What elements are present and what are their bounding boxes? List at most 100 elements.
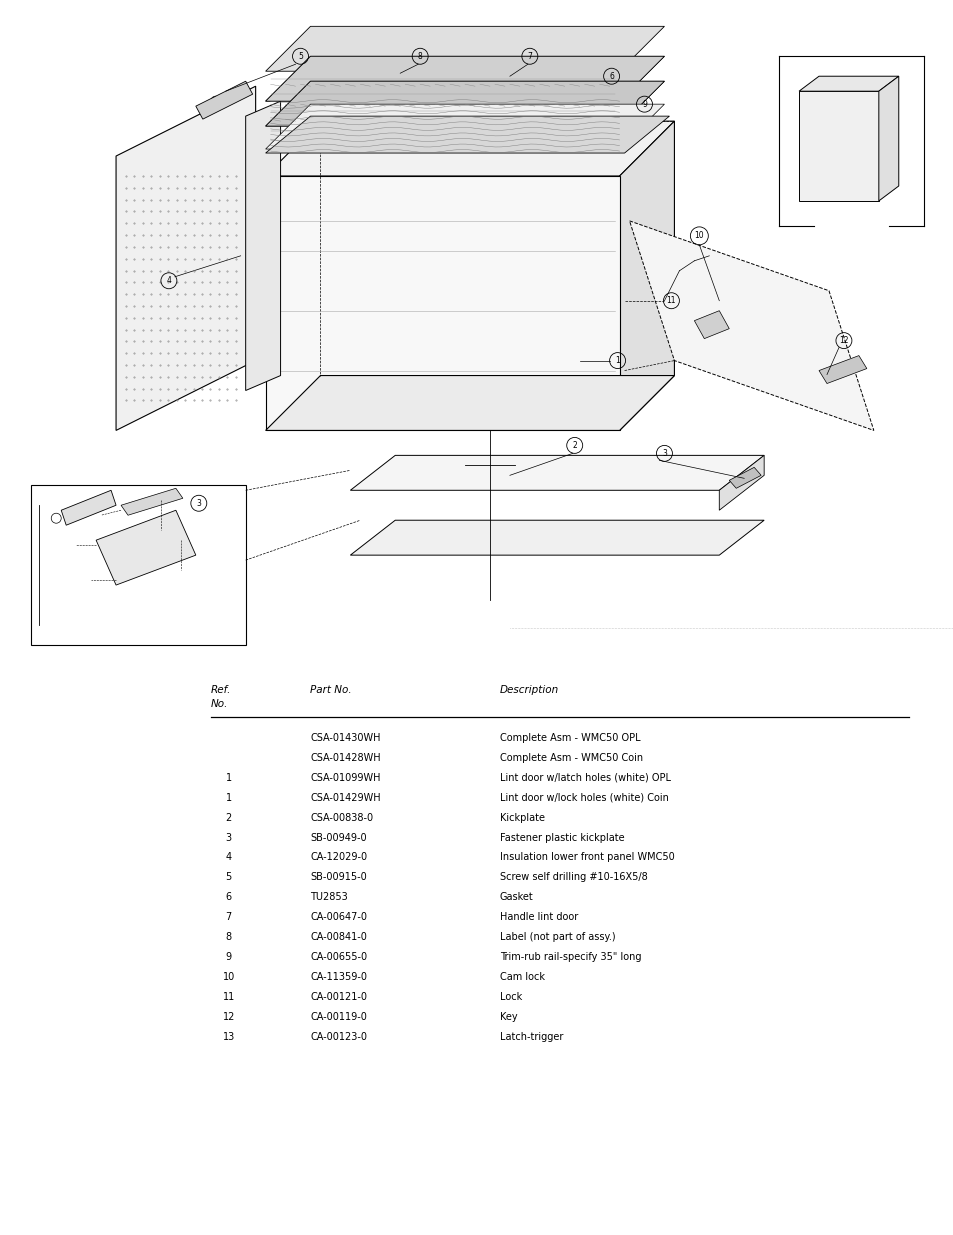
Text: Label (not part of assy.): Label (not part of assy.) <box>499 932 615 942</box>
Text: 6: 6 <box>609 72 614 80</box>
Polygon shape <box>878 77 898 201</box>
Circle shape <box>813 126 863 177</box>
Polygon shape <box>265 26 663 72</box>
Circle shape <box>704 306 733 335</box>
Polygon shape <box>350 520 763 556</box>
Text: CA-11359-0: CA-11359-0 <box>310 972 367 982</box>
Polygon shape <box>265 82 663 126</box>
Text: 3: 3 <box>196 499 201 508</box>
Text: 3: 3 <box>661 448 666 458</box>
Polygon shape <box>265 82 663 126</box>
Text: 8: 8 <box>417 52 422 61</box>
Text: CSA-01099WH: CSA-01099WH <box>310 773 380 783</box>
Text: 10: 10 <box>222 972 234 982</box>
Text: 4: 4 <box>166 277 172 285</box>
Polygon shape <box>265 121 674 177</box>
Circle shape <box>814 368 826 380</box>
Polygon shape <box>195 82 253 119</box>
Text: 11: 11 <box>666 296 676 305</box>
Text: 2: 2 <box>572 441 577 450</box>
Circle shape <box>829 142 847 161</box>
Text: Part No.: Part No. <box>310 685 352 695</box>
Circle shape <box>690 257 698 264</box>
Text: Latch-trigger: Latch-trigger <box>499 1032 562 1042</box>
Text: 8: 8 <box>226 932 232 942</box>
Text: Cam lock: Cam lock <box>499 972 544 982</box>
Polygon shape <box>265 177 618 431</box>
Text: CSA-01430WH: CSA-01430WH <box>310 732 380 742</box>
Text: Complete Asm - WMC50 OPL: Complete Asm - WMC50 OPL <box>499 732 639 742</box>
Text: Complete Asm - WMC50 Coin: Complete Asm - WMC50 Coin <box>499 752 642 763</box>
Polygon shape <box>799 91 878 201</box>
Polygon shape <box>265 57 663 101</box>
Text: No.: No. <box>211 699 228 709</box>
Text: 9: 9 <box>641 100 646 109</box>
Text: 4: 4 <box>226 852 232 862</box>
Text: 9: 9 <box>226 952 232 962</box>
Text: Kickplate: Kickplate <box>499 813 544 823</box>
Circle shape <box>712 314 725 327</box>
Text: Lock: Lock <box>499 992 521 1002</box>
Text: 2: 2 <box>225 813 232 823</box>
Circle shape <box>821 135 855 168</box>
Text: 1: 1 <box>226 773 232 783</box>
Polygon shape <box>61 490 116 525</box>
Text: Handle lint door: Handle lint door <box>499 913 578 923</box>
Text: 13: 13 <box>222 1032 234 1042</box>
Polygon shape <box>265 116 669 153</box>
Text: CSA-00838-0: CSA-00838-0 <box>310 813 374 823</box>
Text: 10: 10 <box>694 231 703 241</box>
Polygon shape <box>121 488 183 515</box>
Text: Trim-rub rail-specify 35" long: Trim-rub rail-specify 35" long <box>499 952 640 962</box>
Text: Insulation lower front panel WMC50: Insulation lower front panel WMC50 <box>499 852 674 862</box>
Text: 12: 12 <box>222 1013 234 1023</box>
Circle shape <box>697 299 740 342</box>
Circle shape <box>739 473 748 483</box>
Polygon shape <box>629 221 873 431</box>
Polygon shape <box>799 77 898 91</box>
Polygon shape <box>618 121 674 431</box>
Text: CA-00647-0: CA-00647-0 <box>310 913 367 923</box>
Text: 12: 12 <box>839 336 848 345</box>
Text: Screw self drilling #10-16X5/8: Screw self drilling #10-16X5/8 <box>499 872 647 883</box>
Bar <box>31 485 246 645</box>
Text: 7: 7 <box>225 913 232 923</box>
Polygon shape <box>728 467 760 488</box>
Text: Ref.: Ref. <box>211 685 231 695</box>
Text: CA-00655-0: CA-00655-0 <box>310 952 367 962</box>
Text: CA-12029-0: CA-12029-0 <box>310 852 367 862</box>
Text: Gasket: Gasket <box>499 893 533 903</box>
Text: Fastener plastic kickplate: Fastener plastic kickplate <box>499 832 624 842</box>
Circle shape <box>704 252 713 259</box>
Polygon shape <box>265 57 663 101</box>
Text: CA-00841-0: CA-00841-0 <box>310 932 367 942</box>
Text: SB-00949-0: SB-00949-0 <box>310 832 367 842</box>
Text: CA-00123-0: CA-00123-0 <box>310 1032 367 1042</box>
Polygon shape <box>116 86 255 431</box>
Bar <box>806 179 871 199</box>
Text: 1: 1 <box>226 793 232 803</box>
Text: 3: 3 <box>226 832 232 842</box>
Text: Key: Key <box>499 1013 517 1023</box>
Circle shape <box>675 267 682 274</box>
Text: SB-00915-0: SB-00915-0 <box>310 872 367 883</box>
Text: CA-00121-0: CA-00121-0 <box>310 992 367 1002</box>
Text: CA-00119-0: CA-00119-0 <box>310 1013 367 1023</box>
Text: Lint door w/lock holes (white) Coin: Lint door w/lock holes (white) Coin <box>499 793 668 803</box>
Text: 11: 11 <box>222 992 234 1002</box>
Polygon shape <box>265 375 674 431</box>
Text: Description: Description <box>499 685 558 695</box>
Polygon shape <box>265 104 663 149</box>
Polygon shape <box>350 456 763 490</box>
Polygon shape <box>719 456 763 510</box>
Polygon shape <box>694 311 728 338</box>
Polygon shape <box>96 510 195 585</box>
Text: Lint door w/latch holes (white) OPL: Lint door w/latch holes (white) OPL <box>499 773 670 783</box>
Circle shape <box>211 96 220 106</box>
Polygon shape <box>818 356 866 384</box>
Circle shape <box>659 296 668 305</box>
Text: 1: 1 <box>615 356 619 366</box>
Text: TU2853: TU2853 <box>310 893 348 903</box>
Text: 6: 6 <box>226 893 232 903</box>
Text: 5: 5 <box>297 52 303 61</box>
